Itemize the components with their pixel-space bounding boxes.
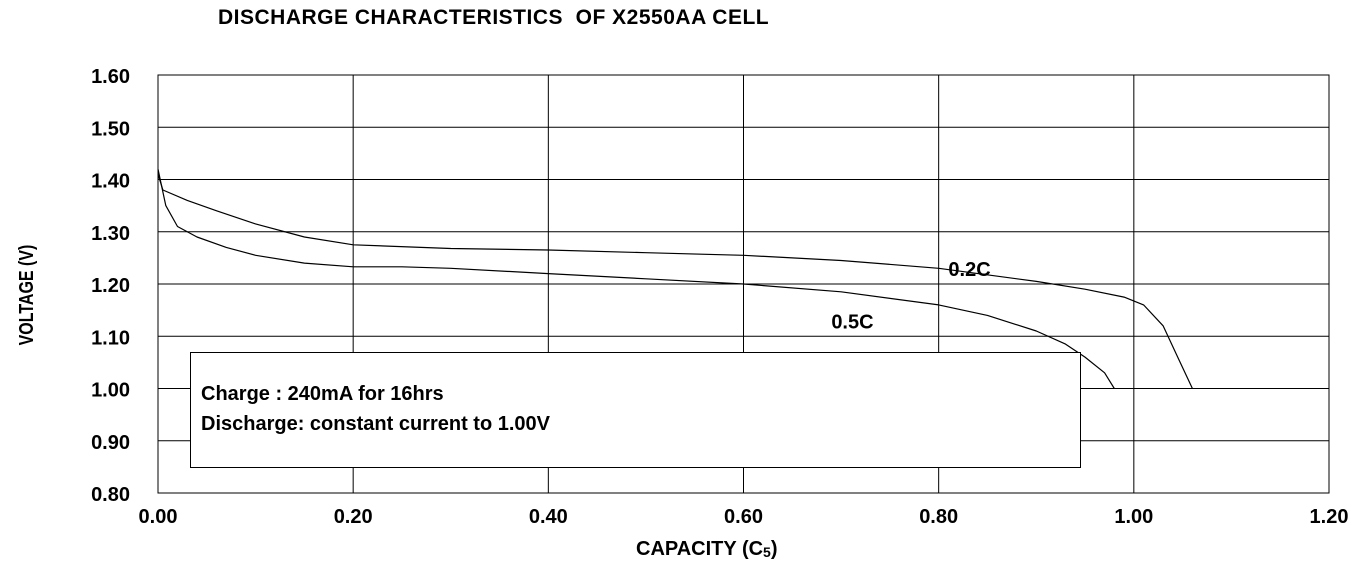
x-tick-label: 0.80 [919,506,958,528]
charge-condition: Charge : 240mA for 16hrs [201,383,444,405]
x-tick-label: 0.00 [139,506,178,528]
y-tick-label: 1.30 [91,223,130,245]
chart-title: DISCHARGE CHARACTERISTICS OF X2550AA CEL… [218,6,770,29]
y-tick-label: 1.40 [91,171,130,193]
x-axis-label-subscript: 5 [763,544,771,560]
series-lines [157,168,1193,389]
y-tick-label: 1.00 [91,380,130,402]
series-line-0-2c [157,174,1193,389]
tick-labels: 0.00 0.20 0.40 0.60 0.80 1.00 1.20 0.80 0.90 1.00… [91,66,1348,528]
x-axis-label-end: ) [770,538,778,560]
x-axis-label-text: CAPACITY (C [636,538,764,560]
x-axis-label: CAPACITY (C5) [636,538,778,561]
x-tick-label: 1.00 [1114,506,1153,528]
curve-label: 0.5C [831,311,873,333]
y-tick-label: 1.20 [91,275,130,297]
curve-label: 0.2C [948,259,990,281]
x-tick-label: 0.20 [334,506,373,528]
plot-frame [157,74,1330,494]
y-axis-label: VOLTAGE (V) [16,244,38,346]
x-tick-label: 0.40 [529,506,568,528]
curve-labels: 0.2C 0.5C [831,259,990,333]
y-tick-label: 1.50 [91,118,130,140]
y-tick-label: 0.80 [91,484,130,506]
x-tick-label: 1.20 [1310,506,1349,528]
test-conditions-box: Charge : 240mA for 16hrs Discharge: cons… [190,352,1081,468]
x-tick-label: 0.60 [724,506,763,528]
y-tick-label: 0.90 [91,432,130,454]
y-tick-label: 1.10 [91,327,130,349]
y-tick-label: 1.60 [91,66,130,88]
discharge-condition: Discharge: constant current to 1.00V [201,413,550,435]
series-line-0-5c [157,168,1115,389]
